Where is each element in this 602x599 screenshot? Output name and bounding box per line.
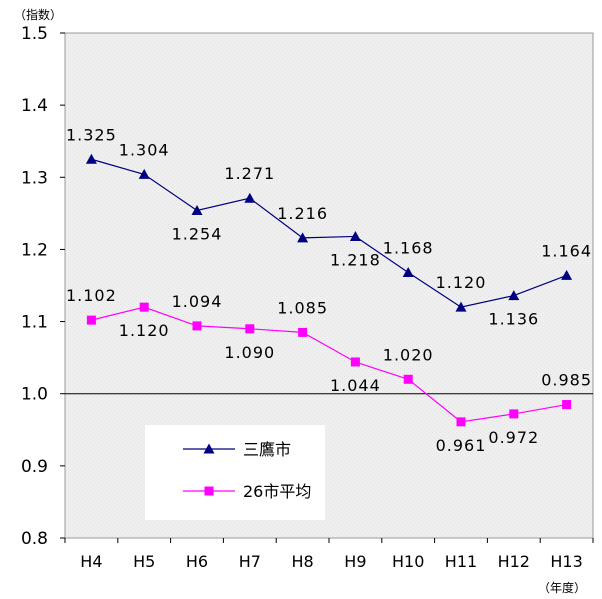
y-tick-label: 1.4 <box>21 96 48 116</box>
data-point <box>139 302 149 312</box>
data-point <box>191 204 203 215</box>
x-tick-label: H11 <box>445 552 477 571</box>
series-line <box>91 306 567 423</box>
data-label: 1.168 <box>383 239 434 258</box>
x-tick-label: H10 <box>392 552 424 571</box>
data-label: 1.218 <box>330 250 381 269</box>
y-tick-label: 1.1 <box>21 313 48 333</box>
data-point <box>244 192 256 203</box>
data-point <box>561 269 573 280</box>
data-point <box>402 267 414 278</box>
data-point <box>298 327 308 337</box>
y-tick-label: 1.0 <box>21 385 48 405</box>
data-point <box>508 290 520 301</box>
data-label: 1.325 <box>66 125 117 144</box>
y-tick-label: 0.9 <box>21 457 48 477</box>
data-label: 1.044 <box>330 376 381 395</box>
data-label: 1.120 <box>119 321 170 340</box>
y-axis-unit-label: （指数） <box>14 7 62 22</box>
data-label: 1.090 <box>224 343 275 362</box>
data-label: 1.304 <box>119 140 170 159</box>
data-label: 1.164 <box>541 241 592 260</box>
data-point <box>85 153 97 164</box>
legend: 三鷹市 26市平均 <box>145 425 325 520</box>
data-point <box>245 324 255 334</box>
data-label: 1.094 <box>172 292 223 311</box>
data-label: 1.136 <box>488 310 539 329</box>
y-tick-label: 1.3 <box>21 168 48 188</box>
data-label: 1.102 <box>66 286 117 305</box>
data-point <box>297 232 309 243</box>
data-point <box>455 301 467 312</box>
data-point <box>456 417 466 427</box>
data-label: 0.972 <box>488 428 539 447</box>
data-point <box>349 230 361 241</box>
data-label: 0.961 <box>436 436 487 455</box>
x-tick-label: H5 <box>133 552 155 571</box>
data-label: 1.254 <box>172 224 223 243</box>
legend-box <box>145 425 325 520</box>
y-tick-label: 0.8 <box>21 529 48 549</box>
plot-area <box>64 32 594 539</box>
x-tick-label: H13 <box>550 552 582 571</box>
x-tick-label: H9 <box>344 552 366 571</box>
x-tick-label: H6 <box>186 552 208 571</box>
data-point <box>138 168 150 179</box>
data-point <box>509 409 519 419</box>
legend-marker-0 <box>203 443 215 454</box>
x-tick-label: H8 <box>291 552 313 571</box>
data-point <box>562 400 572 410</box>
data-label: 1.085 <box>277 298 328 317</box>
series-1 <box>86 302 572 427</box>
data-label: 1.120 <box>436 273 487 292</box>
x-tick-label: H7 <box>239 552 261 571</box>
y-tick-label: 1.2 <box>21 240 48 260</box>
data-point <box>350 357 360 367</box>
legend-marker-1 <box>204 486 214 496</box>
data-label: 0.985 <box>541 371 592 390</box>
data-point <box>403 374 413 384</box>
legend-label-1: 26市平均 <box>243 482 311 501</box>
data-point <box>192 321 202 331</box>
x-tick-label: H4 <box>80 552 102 571</box>
x-tick-label: H12 <box>498 552 530 571</box>
data-label: 1.216 <box>277 204 328 223</box>
series-0 <box>85 153 573 312</box>
data-label: 1.020 <box>383 345 434 364</box>
x-axis-unit-label: （年度） <box>538 580 586 595</box>
data-point <box>86 315 96 325</box>
series-line <box>91 158 567 308</box>
legend-label-0: 三鷹市 <box>243 440 291 459</box>
y-tick-label: 1.5 <box>21 24 48 44</box>
data-label: 1.271 <box>224 164 275 183</box>
